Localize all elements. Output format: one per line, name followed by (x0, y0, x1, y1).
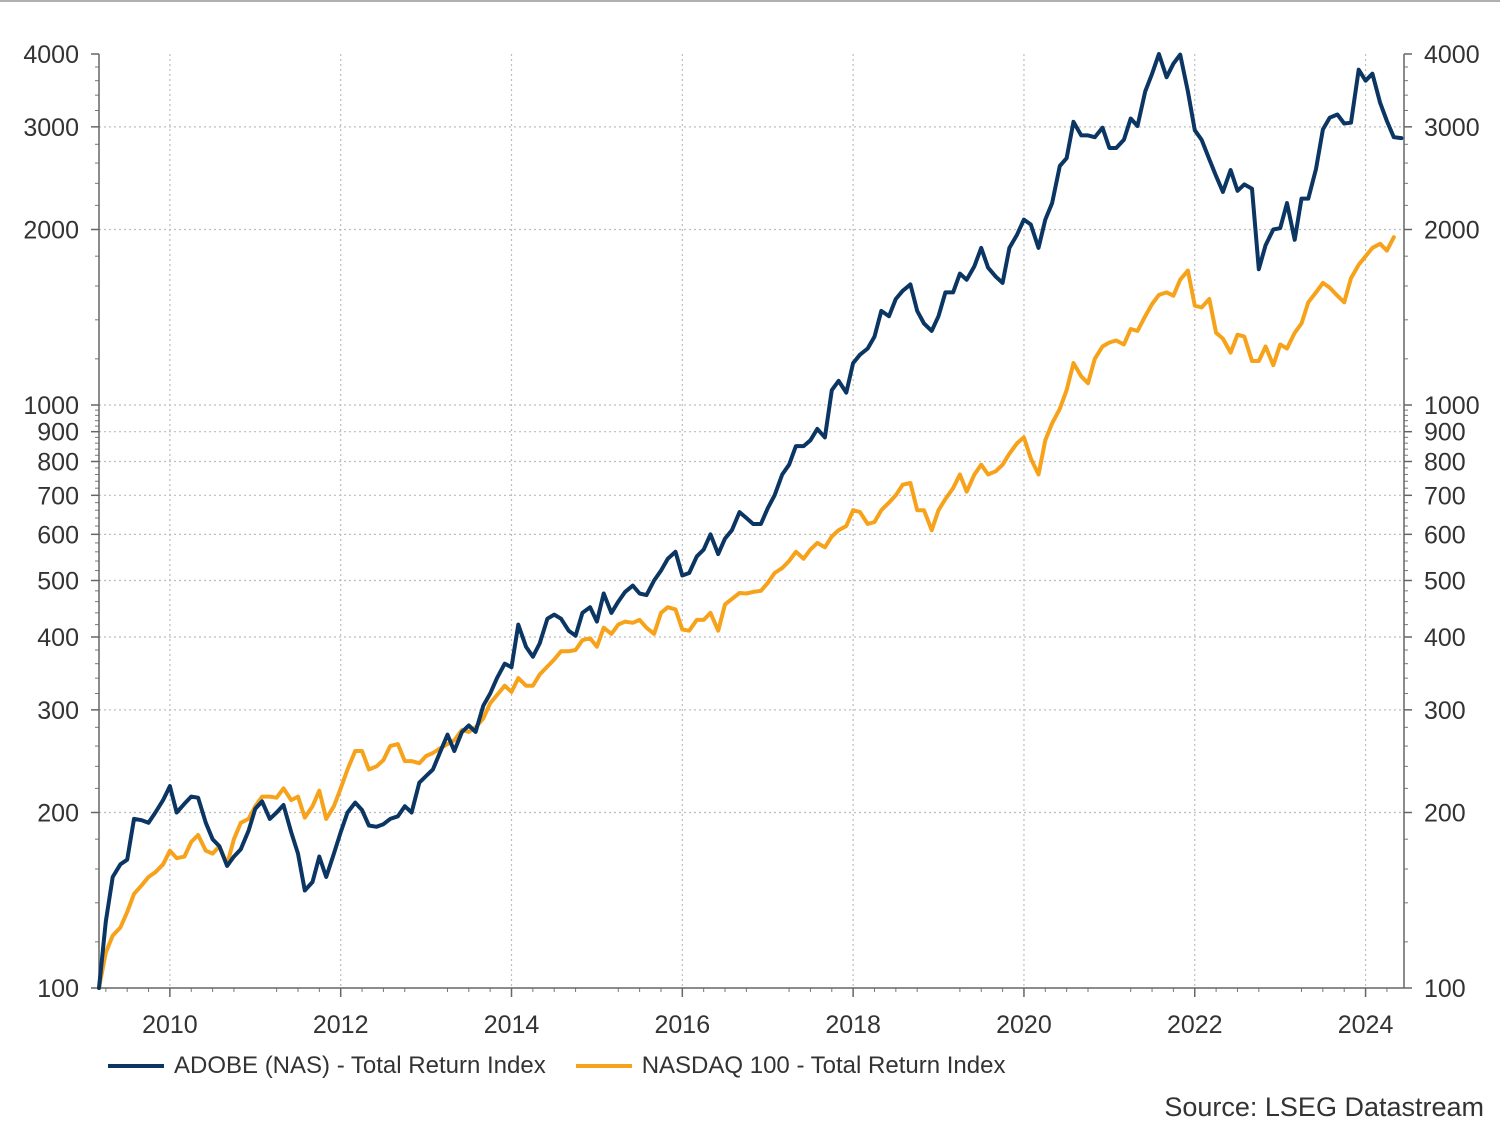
x-tick-label: 2020 (996, 1011, 1052, 1039)
y-tick-label-left: 600 (37, 521, 79, 549)
x-tick-label: 2012 (313, 1011, 369, 1039)
legend-label-adobe: ADOBE (NAS) - Total Return Index (174, 1052, 546, 1079)
chart-tick-labels: 100 100 200 200 300 300 400 400 500 500 600 600 700 7… (23, 41, 1479, 1039)
y-tick-label-left: 700 (37, 482, 79, 510)
chart-legend: ADOBE (NAS) - Total Return Index NASDAQ … (108, 1052, 1035, 1080)
y-tick-label-left: 1000 (23, 392, 79, 420)
y-tick-label-left: 2000 (23, 217, 79, 245)
y-tick-label-right: 800 (1424, 448, 1466, 476)
legend-swatch-adobe (108, 1064, 164, 1068)
y-tick-label-left: 3000 (23, 114, 79, 142)
y-tick-label-right: 300 (1424, 697, 1466, 725)
y-tick-label-right: 1000 (1424, 392, 1480, 420)
legend-label-nasdaq: NASDAQ 100 - Total Return Index (641, 1052, 1006, 1079)
y-tick-label-right: 600 (1424, 521, 1466, 549)
y-tick-label-right: 200 (1424, 799, 1466, 827)
y-tick-label-right: 2000 (1424, 217, 1480, 245)
chart-series-lines (97, 52, 1404, 990)
y-tick-label-left: 300 (37, 697, 79, 725)
y-tick-label-right: 3000 (1424, 114, 1480, 142)
y-tick-label-left: 500 (37, 568, 79, 596)
y-tick-label-left: 800 (37, 448, 79, 476)
y-tick-label-right: 700 (1424, 482, 1466, 510)
x-tick-label: 2010 (142, 1011, 198, 1039)
x-tick-label: 2022 (1167, 1011, 1223, 1039)
legend-swatch-nasdaq (575, 1064, 632, 1068)
chart-gridlines (99, 54, 1404, 988)
line-chart: 100 100 200 200 300 300 400 400 500 500 600 600 700 7… (23, 41, 1479, 1039)
y-tick-label-right: 4000 (1424, 41, 1480, 69)
chart-axes (91, 53, 1412, 997)
legend-item-nasdaq: NASDAQ 100 - Total Return Index (575, 1052, 1006, 1080)
y-tick-label-right: 500 (1424, 568, 1466, 596)
y-tick-label-right: 900 (1424, 419, 1466, 447)
y-tick-label-left: 200 (37, 799, 79, 827)
x-tick-label: 2014 (484, 1011, 540, 1039)
y-tick-label-left: 900 (37, 419, 79, 447)
y-tick-label-left: 4000 (23, 41, 79, 69)
source-note: Source: LSEG Datastream (1164, 1092, 1484, 1122)
y-tick-label-left: 100 (37, 975, 79, 1003)
y-tick-label-left: 400 (37, 624, 79, 652)
series-line-adobe (97, 52, 1404, 990)
series-line-nasdaq-100 (97, 235, 1396, 990)
y-tick-label-right: 400 (1424, 624, 1466, 652)
legend-item-adobe: ADOBE (NAS) - Total Return Index (108, 1052, 546, 1080)
y-tick-label-right: 100 (1424, 975, 1466, 1003)
x-tick-label: 2018 (825, 1011, 881, 1039)
x-tick-label: 2024 (1338, 1011, 1394, 1039)
top-border-line (0, 0, 1500, 2)
x-tick-label: 2016 (655, 1011, 711, 1039)
